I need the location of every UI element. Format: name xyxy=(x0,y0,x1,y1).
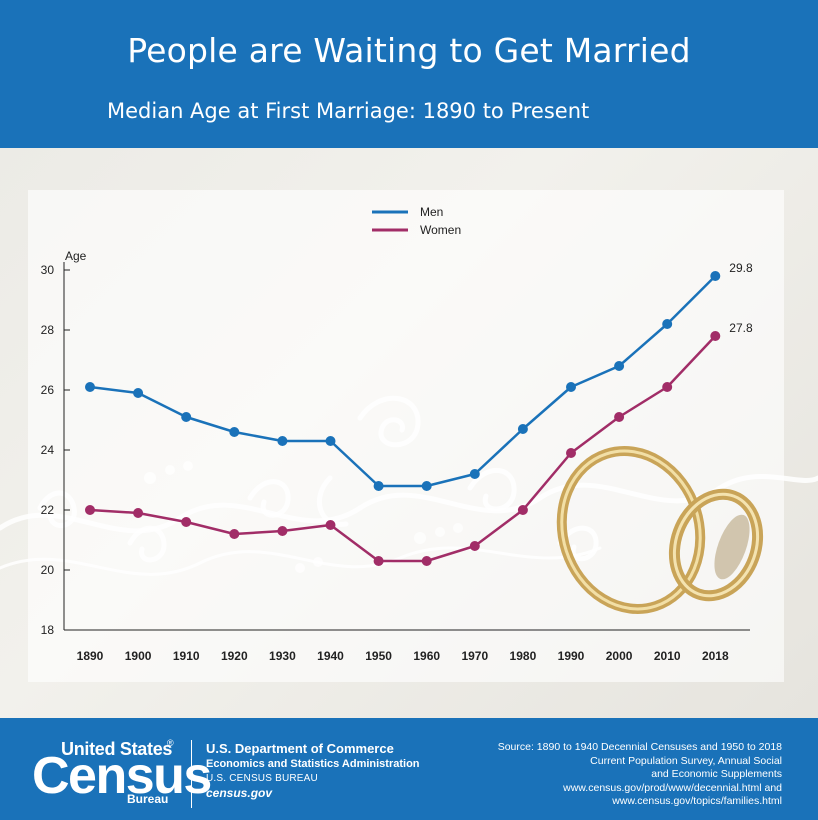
data-point-men xyxy=(85,382,95,392)
x-tick-label: 1960 xyxy=(413,649,440,663)
data-point-women xyxy=(229,529,240,539)
source-link[interactable]: www.census.gov/topics/families.html xyxy=(612,795,782,807)
x-tick-label: 1950 xyxy=(365,649,392,663)
data-point-women xyxy=(181,517,192,527)
y-tick-label: 30 xyxy=(41,263,55,277)
header-banner: People are Waiting to Get Married Median… xyxy=(0,0,818,148)
x-tick-label: 1940 xyxy=(317,649,344,663)
series-line-men xyxy=(89,275,717,488)
data-point-women xyxy=(614,412,625,422)
data-point-women xyxy=(517,505,528,515)
y-tick-label: 24 xyxy=(41,443,55,457)
source-link[interactable]: www.census.gov/prod/www/decennial.html a… xyxy=(563,781,782,794)
y-tick-label: 18 xyxy=(41,623,55,637)
data-point-men xyxy=(229,427,240,437)
census-logo-bureau: Bureau xyxy=(127,792,169,806)
source-line: Source: 1890 to 1940 Decennial Censuses … xyxy=(497,741,782,753)
dept-esa: Economics and Statistics Administration xyxy=(206,758,420,770)
data-point-women xyxy=(421,556,432,566)
chart-panel: 18 20 22 24 26 28 30 Age 1890 1900 1910 1920 1930 194… xyxy=(28,190,784,682)
dept-census-bureau: U.S. CENSUS BUREAU xyxy=(206,773,318,784)
y-tick-label: 26 xyxy=(41,383,55,397)
census-logo-united-states: United States xyxy=(61,739,173,759)
data-point-men xyxy=(133,388,144,398)
footer-divider xyxy=(191,740,192,808)
source-line: and Economic Supplements xyxy=(651,768,782,780)
data-point-men xyxy=(421,481,432,491)
data-point-men xyxy=(566,382,576,392)
data-point-women xyxy=(469,541,480,551)
x-tick-label: 2010 xyxy=(654,649,681,663)
x-tick-label: 1920 xyxy=(221,649,248,663)
x-tick-label: 1900 xyxy=(125,649,152,663)
data-point-women xyxy=(133,508,144,518)
line-chart: 18 20 22 24 26 28 30 Age 1890 1900 1910 1920 1930 194… xyxy=(41,205,764,663)
legend-label-women: Women xyxy=(420,223,461,237)
footer-banner: United States ® Census Bureau U.S. Depar… xyxy=(0,718,818,820)
data-point-men xyxy=(325,436,336,446)
census-gov-link[interactable]: census.gov xyxy=(206,786,273,800)
x-tick-label: 2000 xyxy=(606,649,633,663)
data-point-men xyxy=(181,412,192,422)
y-tick-label: 28 xyxy=(41,323,55,337)
x-tick-label: 1970 xyxy=(461,649,488,663)
data-point-women xyxy=(710,331,721,341)
data-point-men xyxy=(614,361,625,371)
x-tick-label: 1930 xyxy=(269,649,296,663)
x-tick-label: 1910 xyxy=(173,649,200,663)
data-point-women xyxy=(373,556,384,566)
data-point-women xyxy=(277,526,288,536)
census-logo-registered-mark: ® xyxy=(167,738,174,748)
source-note: Source: 1890 to 1940 Decennial Censuses … xyxy=(498,741,782,809)
census-logo-wordmark: Census xyxy=(32,747,212,805)
data-point-men xyxy=(373,481,384,491)
data-label-women: 27.8 xyxy=(729,321,753,335)
page-title: People are Waiting to Get Married xyxy=(127,31,691,70)
data-point-men xyxy=(662,319,673,329)
x-tick-label: 1990 xyxy=(558,649,585,663)
data-point-men xyxy=(469,469,480,479)
legend-label-men: Men xyxy=(420,205,443,219)
series-line-women xyxy=(89,335,717,563)
dept-commerce: U.S. Department of Commerce xyxy=(206,741,394,756)
data-point-women xyxy=(85,505,95,515)
x-tick-label: 1890 xyxy=(77,649,104,663)
data-point-men xyxy=(517,424,528,434)
y-axis-label: Age xyxy=(65,249,87,263)
y-tick-label: 22 xyxy=(41,503,55,517)
page-subtitle: Median Age at First Marriage: 1890 to Pr… xyxy=(107,99,590,123)
data-label-men: 29.8 xyxy=(729,261,753,275)
data-point-men xyxy=(277,436,288,446)
x-tick-label: 2018 xyxy=(702,649,729,663)
data-point-men xyxy=(710,271,721,281)
data-point-women xyxy=(325,520,336,530)
data-point-women xyxy=(566,448,576,458)
x-tick-label: 1980 xyxy=(510,649,537,663)
department-info: U.S. Department of Commerce Economics an… xyxy=(206,741,420,801)
source-line: Current Population Survey, Annual Social xyxy=(590,754,782,767)
data-point-women xyxy=(662,382,673,392)
wedding-rings-image xyxy=(556,446,764,614)
y-tick-label: 20 xyxy=(41,563,55,577)
